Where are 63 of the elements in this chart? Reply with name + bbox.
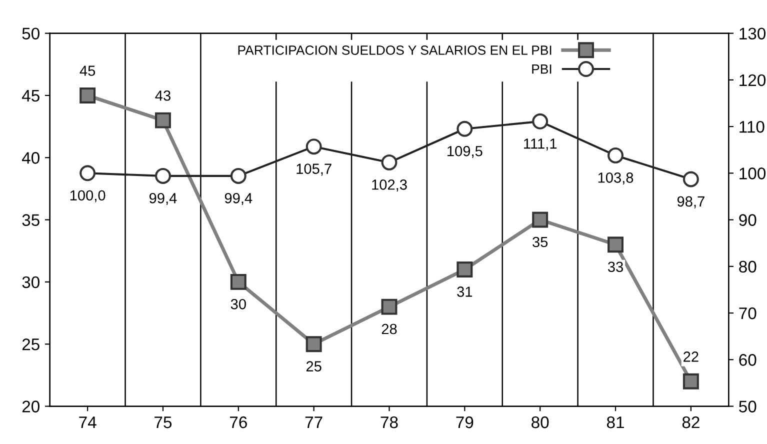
y-tick-label: 40 [22, 152, 40, 164]
y-tick-label: 35 [22, 214, 40, 226]
x-tick-label: 76 [230, 416, 247, 428]
y-tick-label: 50 [22, 28, 40, 40]
y2-tick-label: 80 [739, 260, 756, 273]
x-tick-label: 82 [682, 416, 700, 428]
data-label: 105,7 [296, 164, 332, 176]
data-label: 30 [230, 298, 246, 310]
x-tick-label: 78 [380, 416, 398, 428]
y2-tick-label: 70 [739, 307, 756, 320]
data-label: 28 [382, 324, 397, 334]
data-label: 99,4 [224, 193, 252, 206]
point [306, 336, 322, 352]
data-label: 103,8 [598, 172, 634, 185]
y2-tick-label: 100 [740, 168, 766, 180]
x-tick-label: 74 [79, 416, 96, 428]
point [80, 165, 96, 182]
point [682, 171, 699, 188]
point [381, 154, 398, 170]
y-tick-label: 30 [22, 276, 40, 288]
data-label: 102,3 [372, 179, 407, 192]
point [155, 168, 171, 184]
x-tick-label: 77 [305, 416, 322, 428]
y2-tick-label: 130 [740, 28, 766, 40]
y-tick-label: 25 [22, 338, 40, 350]
legend-label: PBI [532, 64, 552, 74]
y-tick-label: 45 [22, 90, 40, 102]
data-label: 109,5 [448, 146, 482, 158]
data-label: 43 [155, 90, 170, 101]
point [381, 298, 398, 315]
data-label: 45 [80, 66, 96, 76]
data-label: 111,1 [524, 138, 557, 151]
x-tick-label: 81 [606, 416, 624, 428]
point [456, 120, 473, 137]
data-label: 25 [306, 361, 322, 372]
y2-tick-label: 60 [739, 354, 756, 366]
data-label: 22 [684, 352, 698, 362]
point [532, 212, 548, 228]
point [532, 113, 548, 130]
data-label: 33 [608, 262, 623, 272]
y2-tick-label: 90 [739, 214, 756, 226]
point [608, 236, 624, 253]
point [306, 138, 322, 155]
point [608, 147, 624, 164]
y-tick-label: 20 [22, 400, 40, 412]
data-label: 31 [457, 286, 472, 297]
data-label: 99,4 [149, 193, 177, 206]
point [80, 87, 96, 104]
y2-tick-label: 110 [740, 120, 764, 133]
x-tick-label: 79 [456, 416, 474, 428]
point [682, 373, 699, 390]
x-tick-label: 80 [532, 416, 549, 428]
point [456, 262, 473, 278]
point [155, 112, 171, 128]
data-label: 100,0 [70, 190, 106, 202]
x-tick-label: 75 [154, 416, 172, 428]
y2-tick-label: 120 [740, 74, 766, 86]
point [230, 168, 246, 184]
data-label: 98,7 [677, 196, 704, 208]
legend-label: PARTICIPACION SUELDOS Y SALARIOS EN EL PBI [238, 46, 552, 55]
point [230, 274, 246, 290]
data-label: 35 [532, 236, 548, 248]
y2-tick-label: 50 [739, 400, 756, 412]
